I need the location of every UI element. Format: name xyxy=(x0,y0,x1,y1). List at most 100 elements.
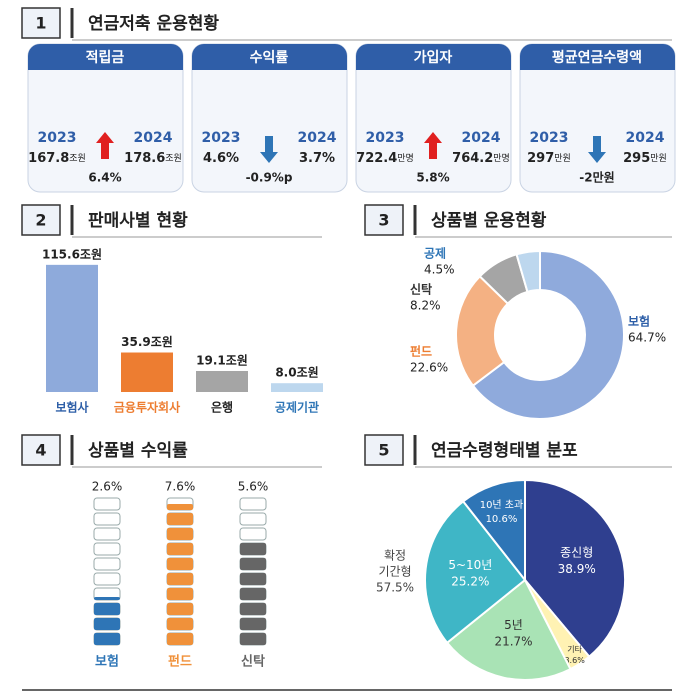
change-arrow xyxy=(260,136,278,163)
section-number: 3 xyxy=(378,211,389,230)
category-label: 은행 xyxy=(211,400,233,415)
block-fill xyxy=(240,543,266,555)
year-to: 2024 xyxy=(626,130,665,146)
block-outline xyxy=(93,512,121,526)
value-to: 178.6조원 xyxy=(124,151,182,166)
slice-value: 4.5% xyxy=(424,263,455,277)
card-title: 가입자 xyxy=(414,50,453,66)
value-from: 722.4만명 xyxy=(356,151,414,166)
value-to: 764.2만명 xyxy=(452,151,510,166)
block-fill xyxy=(240,573,266,585)
slice-category: 종신형 xyxy=(560,545,593,559)
slice-value: 25.2% xyxy=(451,575,489,589)
block-fill xyxy=(167,528,193,540)
value: 178.6 xyxy=(124,151,165,166)
unit: 조원 xyxy=(69,153,86,164)
block-fill xyxy=(167,588,193,600)
year-from: 2023 xyxy=(202,130,241,146)
year-from: 2023 xyxy=(530,130,569,146)
slice xyxy=(424,499,527,645)
section-title: 연금저축 운용현황 xyxy=(88,14,219,34)
annotation: 57.5% xyxy=(376,581,414,595)
section-number-box xyxy=(21,434,61,466)
value-label: 5.6% xyxy=(238,480,269,494)
section-number-box xyxy=(364,204,404,236)
value: 167.8 xyxy=(28,151,69,166)
block-outline xyxy=(239,512,267,526)
change: 5.8% xyxy=(416,171,449,185)
slice-category: 펀드 xyxy=(410,344,432,359)
section-title: 연금수령형태별 분포 xyxy=(431,440,578,461)
value-label: 35.9조원 xyxy=(121,335,173,349)
card-title: 평균연금수령액 xyxy=(552,49,642,66)
slice-value: 64.7% xyxy=(628,331,666,345)
value-label: 19.1조원 xyxy=(196,353,248,367)
section-number: 2 xyxy=(35,211,46,230)
section-number: 4 xyxy=(35,441,46,460)
block-fill xyxy=(167,504,193,510)
block-fill xyxy=(94,597,120,600)
block-outline xyxy=(239,527,267,541)
value: 297 xyxy=(527,151,554,166)
category-label: 보험사 xyxy=(55,400,88,415)
value-label: 8.0조원 xyxy=(275,366,318,380)
card-title: 수익률 xyxy=(250,49,289,66)
bar xyxy=(46,264,98,392)
block-outline xyxy=(93,542,121,556)
slice xyxy=(524,478,626,659)
slice xyxy=(471,249,625,420)
block-fill xyxy=(240,603,266,615)
value-label: 2.6% xyxy=(92,480,123,494)
value-from: 4.6% xyxy=(203,151,239,166)
section-number: 5 xyxy=(378,441,389,460)
block-fill xyxy=(94,618,120,630)
block-fill xyxy=(94,633,120,645)
slice-category: 공제 xyxy=(424,247,446,261)
block-fill xyxy=(167,513,193,525)
block-fill xyxy=(167,573,193,585)
slice-category: 보험 xyxy=(628,314,650,329)
annotation: 기간형 xyxy=(378,565,411,579)
year-from: 2023 xyxy=(366,130,405,146)
card-header xyxy=(356,44,511,70)
card-header xyxy=(520,44,675,70)
unit: 만명 xyxy=(493,153,510,164)
card-header xyxy=(28,44,183,70)
value: 764.2 xyxy=(452,151,493,166)
year-to: 2024 xyxy=(298,130,337,146)
value-from: 297만원 xyxy=(527,151,571,166)
change-arrow xyxy=(588,136,606,163)
card-header xyxy=(192,44,347,70)
slice xyxy=(445,578,572,681)
section-number-box xyxy=(21,204,61,236)
year-to: 2024 xyxy=(134,130,173,146)
block-fill xyxy=(240,633,266,645)
section-title: 상품별 수익률 xyxy=(88,441,188,461)
section-title: 판매사별 현황 xyxy=(88,211,188,231)
annotation: 확정 xyxy=(384,549,406,563)
bar xyxy=(196,370,248,392)
change-arrow xyxy=(96,132,114,159)
block-outline xyxy=(93,557,121,571)
block-fill xyxy=(167,543,193,555)
block-fill xyxy=(167,618,193,630)
bar xyxy=(271,383,323,392)
block-fill xyxy=(167,633,193,645)
slice-value: 10.6% xyxy=(486,514,518,525)
category-label: 공제기관 xyxy=(275,400,319,415)
section-number-box xyxy=(364,434,404,466)
block-fill xyxy=(240,588,266,600)
unit: 만원 xyxy=(650,153,667,164)
slice-category: 5년 xyxy=(504,618,523,632)
slice-value: 22.6% xyxy=(410,361,448,375)
slice-category: 신탁 xyxy=(410,282,432,297)
category-label: 금융투자회사 xyxy=(114,400,180,415)
value: 722.4 xyxy=(356,151,397,166)
year-to: 2024 xyxy=(462,130,501,146)
block-outline xyxy=(239,497,267,511)
slice-value: 3.6% xyxy=(564,656,585,665)
change-arrow xyxy=(424,132,442,159)
slice-value: 8.2% xyxy=(410,299,441,313)
slice-category: 5~10년 xyxy=(448,558,492,572)
